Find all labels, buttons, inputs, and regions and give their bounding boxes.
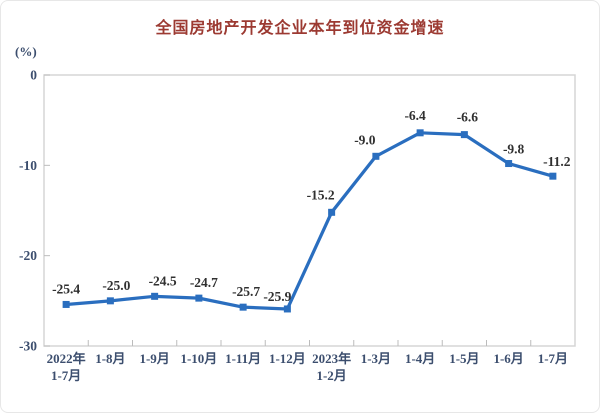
data-point-marker — [62, 300, 70, 308]
data-point-label: -6.6 — [457, 110, 479, 125]
x-axis-tick-label: 1-3月 — [361, 351, 391, 366]
data-point-marker — [151, 292, 159, 300]
x-axis-tick-label: 1-4月 — [405, 351, 435, 366]
data-point-marker — [283, 305, 291, 313]
x-axis-tick-label: 1-9月 — [139, 351, 169, 366]
data-point-marker — [460, 131, 468, 139]
data-point-label: -11.2 — [543, 154, 571, 169]
x-axis-tick-label: 1-7月 — [51, 368, 81, 383]
data-point-label: -15.2 — [307, 187, 335, 202]
data-point-label: -24.7 — [190, 275, 218, 290]
data-point-marker — [549, 172, 557, 180]
data-point-marker — [416, 129, 424, 137]
data-point-label: -25.4 — [52, 281, 80, 296]
data-point-label: -9.8 — [503, 142, 525, 157]
x-axis-tick-label: 1-5月 — [449, 351, 479, 366]
data-point-marker — [372, 152, 380, 160]
data-point-label: -25.7 — [232, 284, 260, 299]
x-axis-tick-label: 1-8月 — [95, 351, 125, 366]
data-point-marker — [195, 294, 203, 302]
data-point-label: -24.5 — [149, 273, 177, 288]
data-point-marker — [106, 297, 114, 305]
data-point-label: -9.0 — [354, 132, 376, 147]
x-axis-tick-label: 1-12月 — [269, 351, 306, 366]
y-axis-tick-label: 0 — [30, 68, 37, 83]
y-axis-tick-label: -30 — [19, 339, 37, 354]
chart-title: 全国房地产开发企业本年到位资金增速 — [155, 20, 445, 37]
data-point-marker — [239, 303, 247, 311]
x-axis-tick-label: 1-11月 — [225, 351, 261, 366]
data-point-label: -25.0 — [102, 278, 130, 293]
y-axis-unit-label: (%) — [15, 44, 37, 59]
y-axis-tick-label: -10 — [19, 158, 37, 173]
x-axis-tick-label: 1-2月 — [316, 368, 346, 383]
x-axis-tick-label: 1-10月 — [180, 351, 217, 366]
data-point-label: -6.4 — [404, 108, 426, 123]
plot-area-border — [43, 74, 576, 347]
data-point-marker — [328, 208, 336, 216]
data-point-marker — [505, 160, 513, 168]
y-axis-tick-label: -20 — [19, 248, 37, 263]
x-axis-tick-label: 1-6月 — [493, 351, 523, 366]
x-axis-tick-label: 2022年 — [47, 351, 86, 366]
x-axis-tick-label: 1-7月 — [538, 351, 568, 366]
data-point-label: -25.9 — [263, 289, 291, 304]
x-axis-tick-label: 2023年 — [312, 351, 351, 366]
series-line — [64, 131, 555, 311]
